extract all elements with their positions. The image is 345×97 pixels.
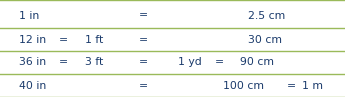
Text: 1 in: 1 in (19, 10, 39, 21)
Text: 1 ft: 1 ft (85, 35, 103, 45)
Text: =: = (139, 35, 148, 45)
Text: 1 yd: 1 yd (178, 57, 201, 67)
Text: 2.5 cm: 2.5 cm (248, 10, 286, 21)
Text: =: = (139, 81, 148, 91)
Text: =: = (139, 10, 148, 21)
Text: 36 in: 36 in (19, 57, 46, 67)
Text: =: = (59, 35, 68, 45)
Text: 40 in: 40 in (19, 81, 46, 91)
Text: =: = (139, 57, 148, 67)
Text: 90 cm: 90 cm (240, 57, 274, 67)
Text: =: = (287, 81, 296, 91)
Text: 100 cm: 100 cm (223, 81, 264, 91)
Text: 3 ft: 3 ft (85, 57, 103, 67)
Text: 30 cm: 30 cm (248, 35, 283, 45)
Text: =: = (59, 57, 68, 67)
Text: 1 m: 1 m (302, 81, 323, 91)
Text: 12 in: 12 in (19, 35, 46, 45)
Text: =: = (215, 57, 224, 67)
